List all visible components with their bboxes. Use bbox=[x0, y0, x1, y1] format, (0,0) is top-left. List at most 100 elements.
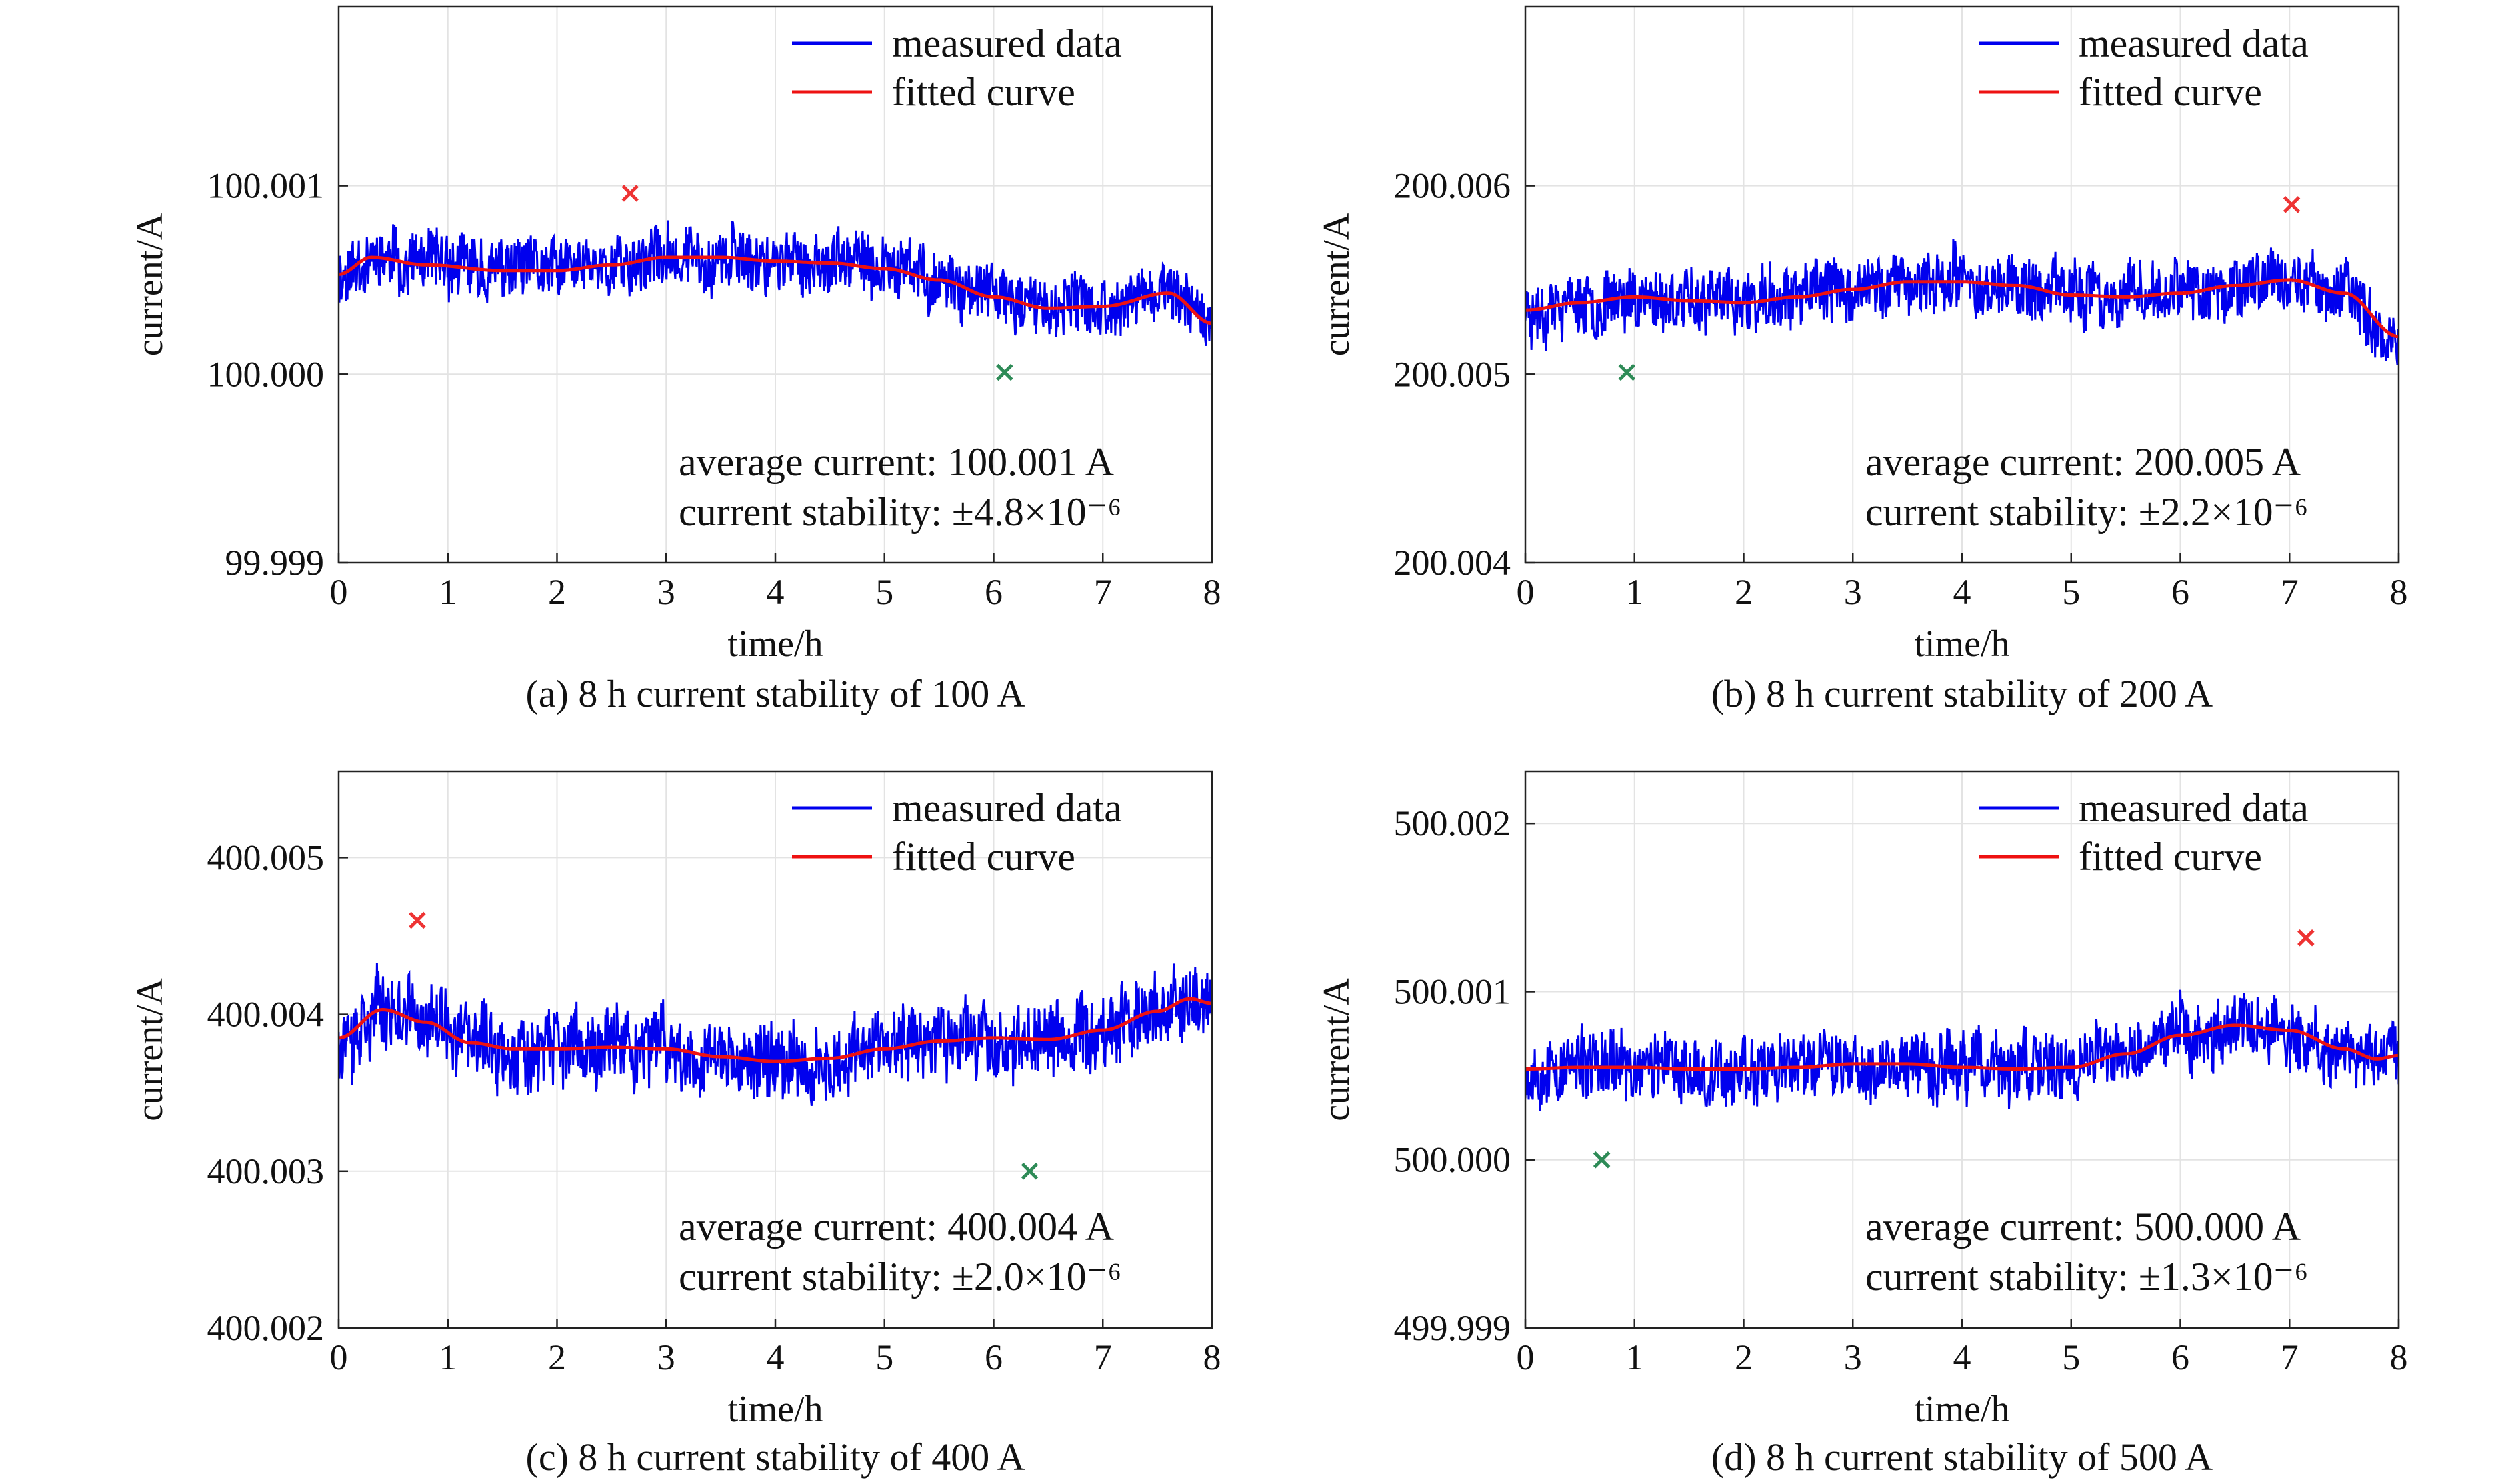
x-tick-label: 0 bbox=[330, 572, 348, 612]
x-tick-label: 2 bbox=[1735, 572, 1753, 612]
y-tick-label: 500.002 bbox=[1394, 803, 1511, 843]
x-tick-label: 0 bbox=[330, 1337, 348, 1377]
x-tick-label: 3 bbox=[1844, 1337, 1862, 1377]
chart-panel: 0 1 2 3 4 5 6 7 8 400.002 400.003 400.004 400.005 tim… bbox=[129, 770, 1221, 1479]
series-measured-data-line bbox=[1525, 239, 2399, 365]
min-marker bbox=[1593, 1151, 1611, 1169]
chart-panel: 0 1 2 3 4 5 6 7 8 499.999 500.000 500.001 500.002 tim… bbox=[1316, 770, 2408, 1479]
max-marker bbox=[409, 911, 426, 929]
legend-label-measured-data: measured data bbox=[2079, 786, 2309, 830]
x-tick-label: 0 bbox=[1517, 1337, 1535, 1377]
y-tick-label: 400.004 bbox=[207, 995, 325, 1035]
panel-caption: (c) 8 h current stability of 400 A bbox=[526, 1435, 1025, 1479]
annotation-average-current: average current: 200.005 A bbox=[1865, 440, 2301, 484]
series-fitted-curve-line bbox=[339, 997, 1212, 1063]
legend-label-measured-data: measured data bbox=[892, 786, 1122, 830]
x-axis-label: time/h bbox=[727, 623, 823, 665]
y-tick-label: 200.005 bbox=[1394, 354, 1511, 394]
y-tick-label: 499.999 bbox=[1394, 1308, 1511, 1348]
max-marker bbox=[2297, 929, 2315, 947]
x-tick-label: 7 bbox=[2281, 572, 2299, 612]
x-tick-label: 4 bbox=[1953, 572, 1971, 612]
annotation-current-stability: current stability: ±4.8×10⁻⁶ bbox=[679, 490, 1121, 534]
panel-caption: (b) 8 h current stability of 200 A bbox=[1711, 672, 2213, 715]
x-tick-label: 8 bbox=[1203, 572, 1221, 612]
legend-label-fitted-curve: fitted curve bbox=[892, 70, 1075, 114]
series-measured-data-line bbox=[1525, 989, 2399, 1111]
y-tick-label: 99.999 bbox=[225, 543, 325, 583]
legend-label-measured-data: measured data bbox=[2079, 21, 2309, 65]
x-axis-label: time/h bbox=[727, 1389, 823, 1430]
legend: measured data fitted curve bbox=[1979, 786, 2309, 879]
series-fitted-curve-line bbox=[339, 255, 1212, 325]
x-tick-label: 3 bbox=[657, 1337, 675, 1377]
chart-panel: 0 1 2 3 4 5 6 7 8 99.999 100.000 100.001 time/h curre… bbox=[129, 5, 1221, 715]
y-axis-label: current/A bbox=[129, 978, 171, 1121]
x-tick-label: 6 bbox=[2171, 572, 2189, 612]
x-tick-label: 4 bbox=[767, 572, 785, 612]
x-tick-label: 2 bbox=[548, 572, 566, 612]
y-tick-label: 100.000 bbox=[207, 354, 325, 394]
x-tick-label: 5 bbox=[875, 572, 893, 612]
y-tick-label: 200.004 bbox=[1394, 543, 1511, 583]
x-tick-label: 8 bbox=[2390, 572, 2408, 612]
y-tick-label: 500.000 bbox=[1394, 1140, 1511, 1180]
x-tick-label: 1 bbox=[1625, 572, 1643, 612]
series-measured-data-line bbox=[339, 220, 1212, 346]
x-tick-label: 0 bbox=[1517, 572, 1535, 612]
min-marker bbox=[1021, 1163, 1039, 1180]
legend-label-fitted-curve: fitted curve bbox=[2079, 835, 2262, 879]
legend-label-fitted-curve: fitted curve bbox=[892, 835, 1075, 879]
max-marker bbox=[621, 185, 639, 202]
x-tick-label: 5 bbox=[2062, 1337, 2080, 1377]
series-fitted-curve-line bbox=[1525, 1023, 2399, 1071]
x-tick-label: 5 bbox=[2062, 572, 2080, 612]
x-tick-label: 3 bbox=[1844, 572, 1862, 612]
series-measured-data-line bbox=[339, 963, 1212, 1106]
chart-panel: 0 1 2 3 4 5 6 7 8 200.004 200.005 200.006 time/h curr… bbox=[1316, 5, 2408, 715]
x-tick-label: 6 bbox=[985, 572, 1003, 612]
annotation-average-current: average current: 400.004 A bbox=[679, 1205, 1114, 1249]
panel-caption: (d) 8 h current stability of 500 A bbox=[1711, 1435, 2213, 1479]
x-tick-label: 6 bbox=[985, 1337, 1003, 1377]
x-tick-label: 4 bbox=[1953, 1337, 1971, 1377]
y-tick-label: 400.005 bbox=[207, 837, 325, 877]
min-marker bbox=[1618, 363, 1636, 381]
y-tick-label: 500.001 bbox=[1394, 971, 1511, 1011]
annotation-average-current: average current: 100.001 A bbox=[679, 440, 1114, 484]
y-axis-label: current/A bbox=[1316, 978, 1357, 1121]
legend-label-fitted-curve: fitted curve bbox=[2079, 70, 2262, 114]
x-tick-label: 7 bbox=[1094, 1337, 1112, 1377]
y-tick-label: 400.003 bbox=[207, 1151, 325, 1191]
series-fitted-curve-line bbox=[1525, 278, 2399, 339]
x-tick-label: 3 bbox=[657, 572, 675, 612]
annotation-current-stability: current stability: ±2.0×10⁻⁶ bbox=[679, 1255, 1121, 1299]
x-tick-label: 8 bbox=[1203, 1337, 1221, 1377]
x-tick-label: 8 bbox=[2390, 1337, 2408, 1377]
x-tick-label: 7 bbox=[1094, 572, 1112, 612]
x-tick-label: 7 bbox=[2281, 1337, 2299, 1377]
annotation-current-stability: current stability: ±1.3×10⁻⁶ bbox=[1865, 1255, 2308, 1299]
y-tick-label: 100.001 bbox=[207, 166, 325, 206]
y-tick-label: 200.006 bbox=[1394, 166, 1511, 206]
legend: measured data fitted curve bbox=[1979, 21, 2309, 114]
legend: measured data fitted curve bbox=[792, 21, 1122, 114]
x-tick-label: 1 bbox=[439, 572, 457, 612]
y-axis-label: current/A bbox=[129, 213, 171, 356]
min-marker bbox=[996, 363, 1013, 381]
legend-label-measured-data: measured data bbox=[892, 21, 1122, 65]
y-tick-label: 400.002 bbox=[207, 1308, 325, 1348]
x-tick-label: 2 bbox=[548, 1337, 566, 1377]
panel-caption: (a) 8 h current stability of 100 A bbox=[526, 672, 1025, 715]
annotation-current-stability: current stability: ±2.2×10⁻⁶ bbox=[1865, 490, 2308, 534]
x-tick-label: 1 bbox=[1625, 1337, 1643, 1377]
x-tick-label: 5 bbox=[875, 1337, 893, 1377]
x-tick-label: 1 bbox=[439, 1337, 457, 1377]
x-tick-label: 6 bbox=[2171, 1337, 2189, 1377]
x-axis-label: time/h bbox=[1914, 623, 2009, 665]
legend: measured data fitted curve bbox=[792, 786, 1122, 879]
annotation-average-current: average current: 500.000 A bbox=[1865, 1205, 2301, 1249]
x-tick-label: 4 bbox=[767, 1337, 785, 1377]
y-axis-label: current/A bbox=[1316, 213, 1357, 356]
